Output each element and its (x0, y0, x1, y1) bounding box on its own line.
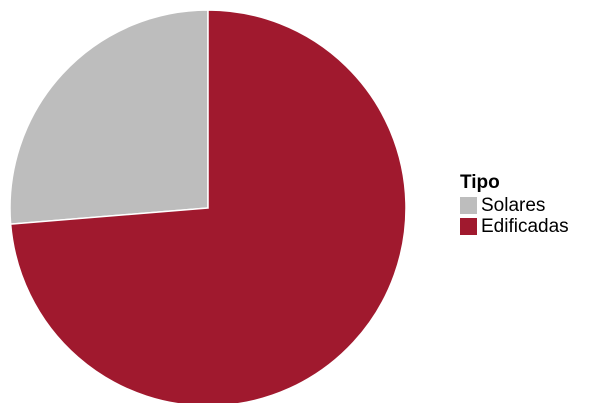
legend-swatch-edificadas (460, 218, 477, 235)
legend-label-solares: Solares (481, 195, 546, 216)
legend-title: Tipo (460, 172, 500, 193)
legend-item-solares: Solares (460, 195, 569, 216)
pie-slices (9, 9, 407, 403)
legend-label-edificadas: Edificadas (481, 216, 569, 237)
legend: Tipo Solares Edificadas (460, 172, 569, 237)
pie-slice-solares (9, 9, 209, 225)
legend-swatch-solares (460, 197, 477, 214)
pie-slice-edificadas (9, 9, 407, 403)
legend-item-edificadas: Edificadas (460, 216, 569, 237)
